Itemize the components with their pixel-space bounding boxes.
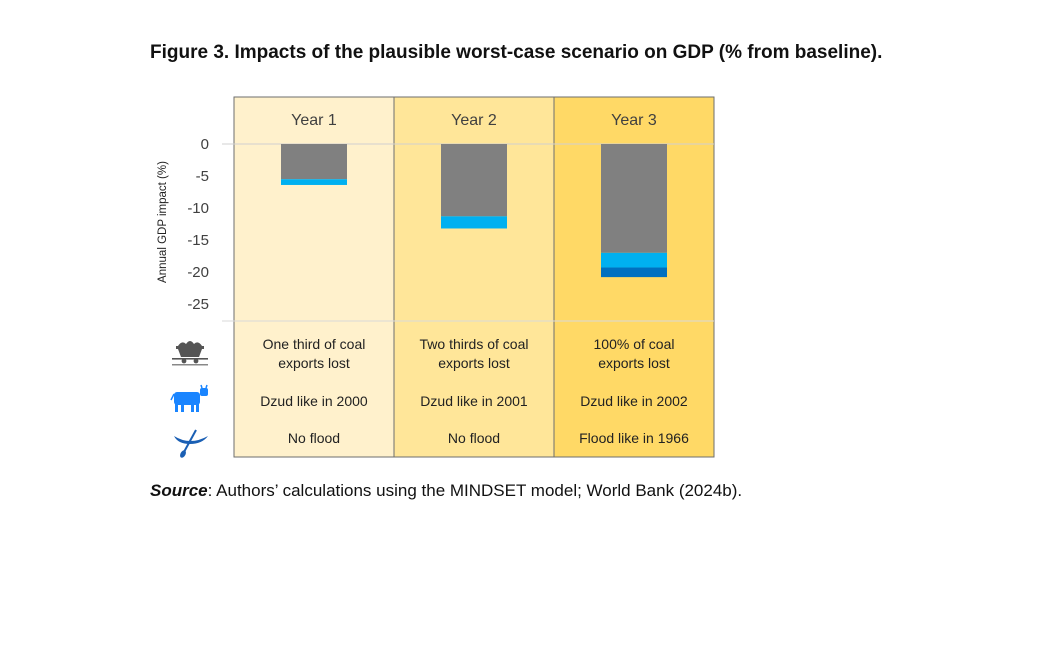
y-axis: 0 -5 -10 -15 -20 -25 xyxy=(187,136,209,313)
source-text: : Authors’ calculations using the MINDSE… xyxy=(207,481,743,500)
y-tick-label: -25 xyxy=(187,296,209,313)
bar-segment-2 xyxy=(281,179,347,185)
table-cell: 100% of coal exports lost xyxy=(594,336,675,371)
y-tick-label: 0 xyxy=(201,136,209,153)
figure-title: Figure 3. Impacts of the plausible worst… xyxy=(150,42,883,63)
row-icons xyxy=(170,341,208,458)
y-tick-label: -5 xyxy=(196,168,209,185)
bar-segment-1 xyxy=(281,144,347,180)
y-tick-label: -10 xyxy=(187,200,209,217)
bar-segment-2 xyxy=(601,252,667,268)
cow-icon xyxy=(170,384,208,412)
table-cell: No flood xyxy=(448,430,500,446)
y-axis-label: Annual GDP impact (%) xyxy=(157,161,169,283)
category-label: Year 2 xyxy=(451,112,497,129)
table-cell: Dzud like in 2001 xyxy=(420,393,528,409)
table-cell: Dzud like in 2000 xyxy=(260,393,368,409)
bar-segment-3 xyxy=(601,267,667,278)
table-cell: No flood xyxy=(288,430,340,446)
category-label: Year 3 xyxy=(611,112,657,129)
category-label: Year 1 xyxy=(291,112,337,129)
bar-segment-1 xyxy=(441,144,507,217)
source-note: Source: Authors’ calculations using the … xyxy=(150,481,742,501)
bars xyxy=(281,144,667,278)
y-tick-label: -20 xyxy=(187,264,209,281)
bar-segment-1 xyxy=(601,144,667,253)
table-cell: One third of coal exports lost xyxy=(263,336,366,371)
table-cell: Two thirds of coal exports lost xyxy=(420,336,529,371)
y-tick-label: -15 xyxy=(187,232,209,249)
scenario-table: One third of coal exports lost Two thirds … xyxy=(260,336,689,446)
source-label: Source xyxy=(150,481,208,500)
table-cell: Dzud like in 2002 xyxy=(580,393,688,409)
coal-cart-icon xyxy=(172,341,208,366)
canoe-icon xyxy=(174,429,208,458)
bar-segment-2 xyxy=(441,216,507,229)
table-cell: Flood like in 1966 xyxy=(579,430,689,446)
